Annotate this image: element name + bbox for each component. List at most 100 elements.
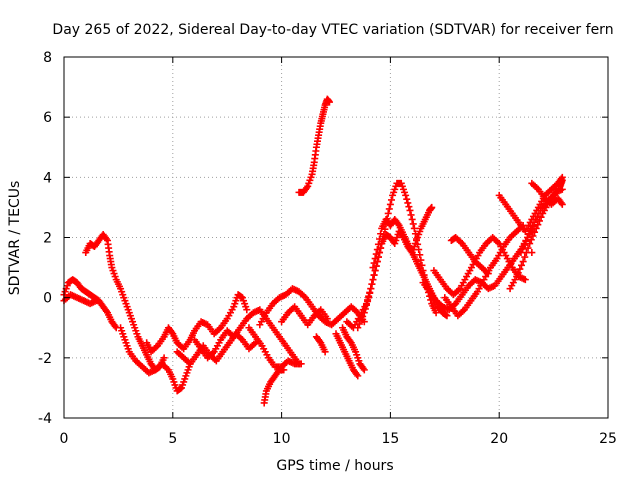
x-tick-label: 10 bbox=[273, 431, 291, 447]
data-point bbox=[316, 337, 324, 345]
data-point bbox=[525, 230, 533, 238]
x-tick-label: 5 bbox=[168, 431, 177, 447]
data-point bbox=[527, 226, 535, 234]
x-ticks: 0 5 10 15 20 25 bbox=[60, 57, 617, 447]
data-point bbox=[443, 312, 451, 320]
x-axis-label: GPS time / hours bbox=[276, 458, 393, 474]
data-point bbox=[360, 309, 368, 317]
y-tick-label: 0 bbox=[43, 291, 52, 307]
data-point bbox=[354, 372, 362, 380]
data-point bbox=[523, 234, 531, 241]
data-point bbox=[357, 316, 365, 324]
data-point bbox=[385, 205, 393, 213]
data-point bbox=[102, 307, 110, 315]
data-point bbox=[407, 211, 415, 219]
data-point bbox=[535, 217, 543, 225]
data-point bbox=[403, 195, 411, 203]
data-point bbox=[516, 265, 524, 273]
y-tick-label: 6 bbox=[43, 110, 52, 126]
data-point bbox=[321, 348, 329, 356]
data-point bbox=[93, 297, 101, 305]
x-tick-label: 25 bbox=[599, 431, 617, 447]
data-point bbox=[374, 240, 382, 248]
y-tick-label: 2 bbox=[43, 231, 52, 247]
data-point bbox=[558, 176, 566, 184]
data-point bbox=[360, 366, 368, 374]
data-point bbox=[346, 337, 354, 345]
data-point bbox=[558, 185, 566, 193]
data-point bbox=[366, 289, 374, 297]
data-point bbox=[520, 241, 528, 249]
data-point bbox=[416, 251, 424, 259]
data-point bbox=[522, 237, 530, 245]
data-point bbox=[484, 270, 492, 278]
data-point bbox=[362, 301, 370, 309]
data-point bbox=[408, 215, 416, 223]
data-point bbox=[529, 232, 537, 240]
data-point bbox=[111, 322, 119, 330]
data-point bbox=[364, 297, 372, 305]
data-point bbox=[514, 269, 522, 277]
data-point bbox=[359, 312, 367, 320]
data-point bbox=[384, 209, 392, 217]
data-point bbox=[370, 271, 378, 279]
data-point bbox=[404, 199, 412, 207]
data-point bbox=[513, 273, 521, 281]
data-point bbox=[303, 184, 311, 192]
data-point bbox=[534, 221, 542, 229]
y-axis-label: SDTVAR / TECUs bbox=[7, 181, 23, 296]
data-point bbox=[102, 235, 110, 243]
data-point bbox=[297, 360, 305, 368]
data-point bbox=[537, 213, 545, 221]
data-point bbox=[243, 306, 251, 314]
data-point bbox=[359, 364, 367, 372]
data-point bbox=[519, 258, 527, 266]
data-point bbox=[406, 206, 414, 214]
chart-title: Day 265 of 2022, Sidereal Day-to-day VTE… bbox=[52, 22, 613, 38]
data-point bbox=[369, 264, 377, 272]
x-tick-label: 15 bbox=[381, 431, 399, 447]
data-point bbox=[558, 200, 566, 208]
data-point bbox=[531, 228, 539, 236]
data-point bbox=[409, 220, 417, 228]
data-point bbox=[527, 236, 535, 244]
data-point bbox=[168, 328, 176, 336]
data-point bbox=[361, 305, 369, 313]
data-point bbox=[428, 203, 436, 211]
x-tick-label: 20 bbox=[490, 431, 508, 447]
data-point bbox=[365, 294, 373, 302]
data-point bbox=[518, 261, 526, 269]
data-point bbox=[557, 199, 565, 207]
data-point bbox=[160, 354, 168, 362]
data-point bbox=[372, 250, 380, 258]
data-point bbox=[532, 224, 540, 232]
data-point bbox=[387, 196, 395, 204]
data-point bbox=[524, 244, 532, 252]
data-point bbox=[528, 222, 536, 230]
data-point bbox=[526, 240, 534, 248]
data-point bbox=[355, 320, 363, 328]
data-point bbox=[368, 280, 376, 288]
data-point bbox=[371, 255, 379, 263]
data-point bbox=[394, 220, 402, 228]
data-points bbox=[60, 95, 566, 407]
data-point bbox=[367, 285, 375, 293]
data-point bbox=[353, 370, 361, 378]
x-tick-label: 0 bbox=[60, 431, 69, 447]
data-point bbox=[377, 244, 385, 252]
data-point bbox=[376, 235, 384, 243]
data-point bbox=[354, 324, 362, 332]
data-point bbox=[521, 276, 529, 284]
y-tick-label: -2 bbox=[38, 351, 52, 367]
data-point bbox=[325, 98, 333, 106]
data-point bbox=[432, 309, 440, 317]
y-tick-label: -4 bbox=[38, 411, 52, 427]
data-point bbox=[405, 203, 413, 211]
data-point bbox=[369, 276, 377, 284]
data-point bbox=[323, 315, 331, 323]
data-point bbox=[373, 246, 381, 254]
data-point bbox=[370, 259, 378, 267]
data-point bbox=[410, 224, 418, 232]
data-point bbox=[521, 253, 529, 261]
